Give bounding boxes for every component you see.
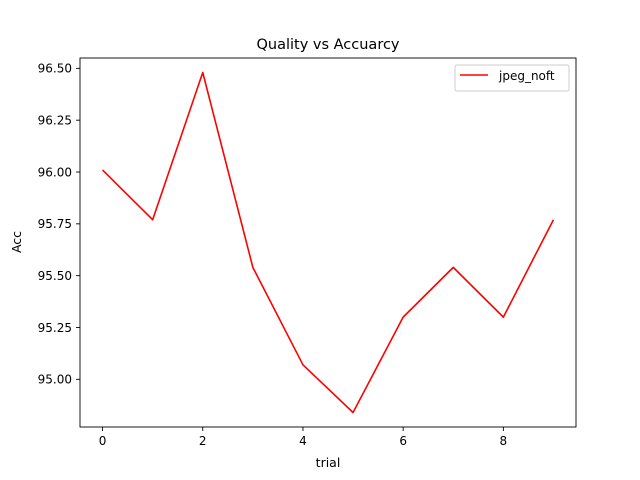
series-line-jpeg-noft <box>101 71 555 414</box>
y-tick-label: 96.25 <box>38 113 72 127</box>
x-tick-label: 4 <box>299 434 307 448</box>
legend: jpeg_noft <box>454 64 570 92</box>
y-tick-label: 95.75 <box>38 217 72 231</box>
x-tick-label: 8 <box>500 434 508 448</box>
axes-frame <box>79 57 577 428</box>
legend-box <box>454 64 570 92</box>
y-axis-ticks: 95.00 95.25 95.50 95.75 96.00 96.25 96.50 <box>38 62 80 387</box>
chart-title: Quality vs Accuarcy <box>256 37 399 53</box>
x-axis-ticks: 0 2 4 6 8 <box>99 427 507 448</box>
x-tick-label: 0 <box>99 434 107 448</box>
legend-label-jpeg-noft: jpeg_noft <box>498 69 555 83</box>
x-axis-label: trial <box>316 455 341 470</box>
y-tick-label: 96.00 <box>38 165 72 179</box>
x-tick-label: 2 <box>199 434 207 448</box>
y-tick-label: 95.25 <box>38 321 72 335</box>
y-tick-label: 95.00 <box>38 373 72 387</box>
y-axis-label: Acc <box>9 231 24 253</box>
x-tick-label: 6 <box>399 434 407 448</box>
series-layer <box>101 71 555 414</box>
plot-area <box>79 57 577 428</box>
y-tick-label: 96.50 <box>38 62 72 76</box>
y-tick-label: 95.50 <box>38 269 72 283</box>
